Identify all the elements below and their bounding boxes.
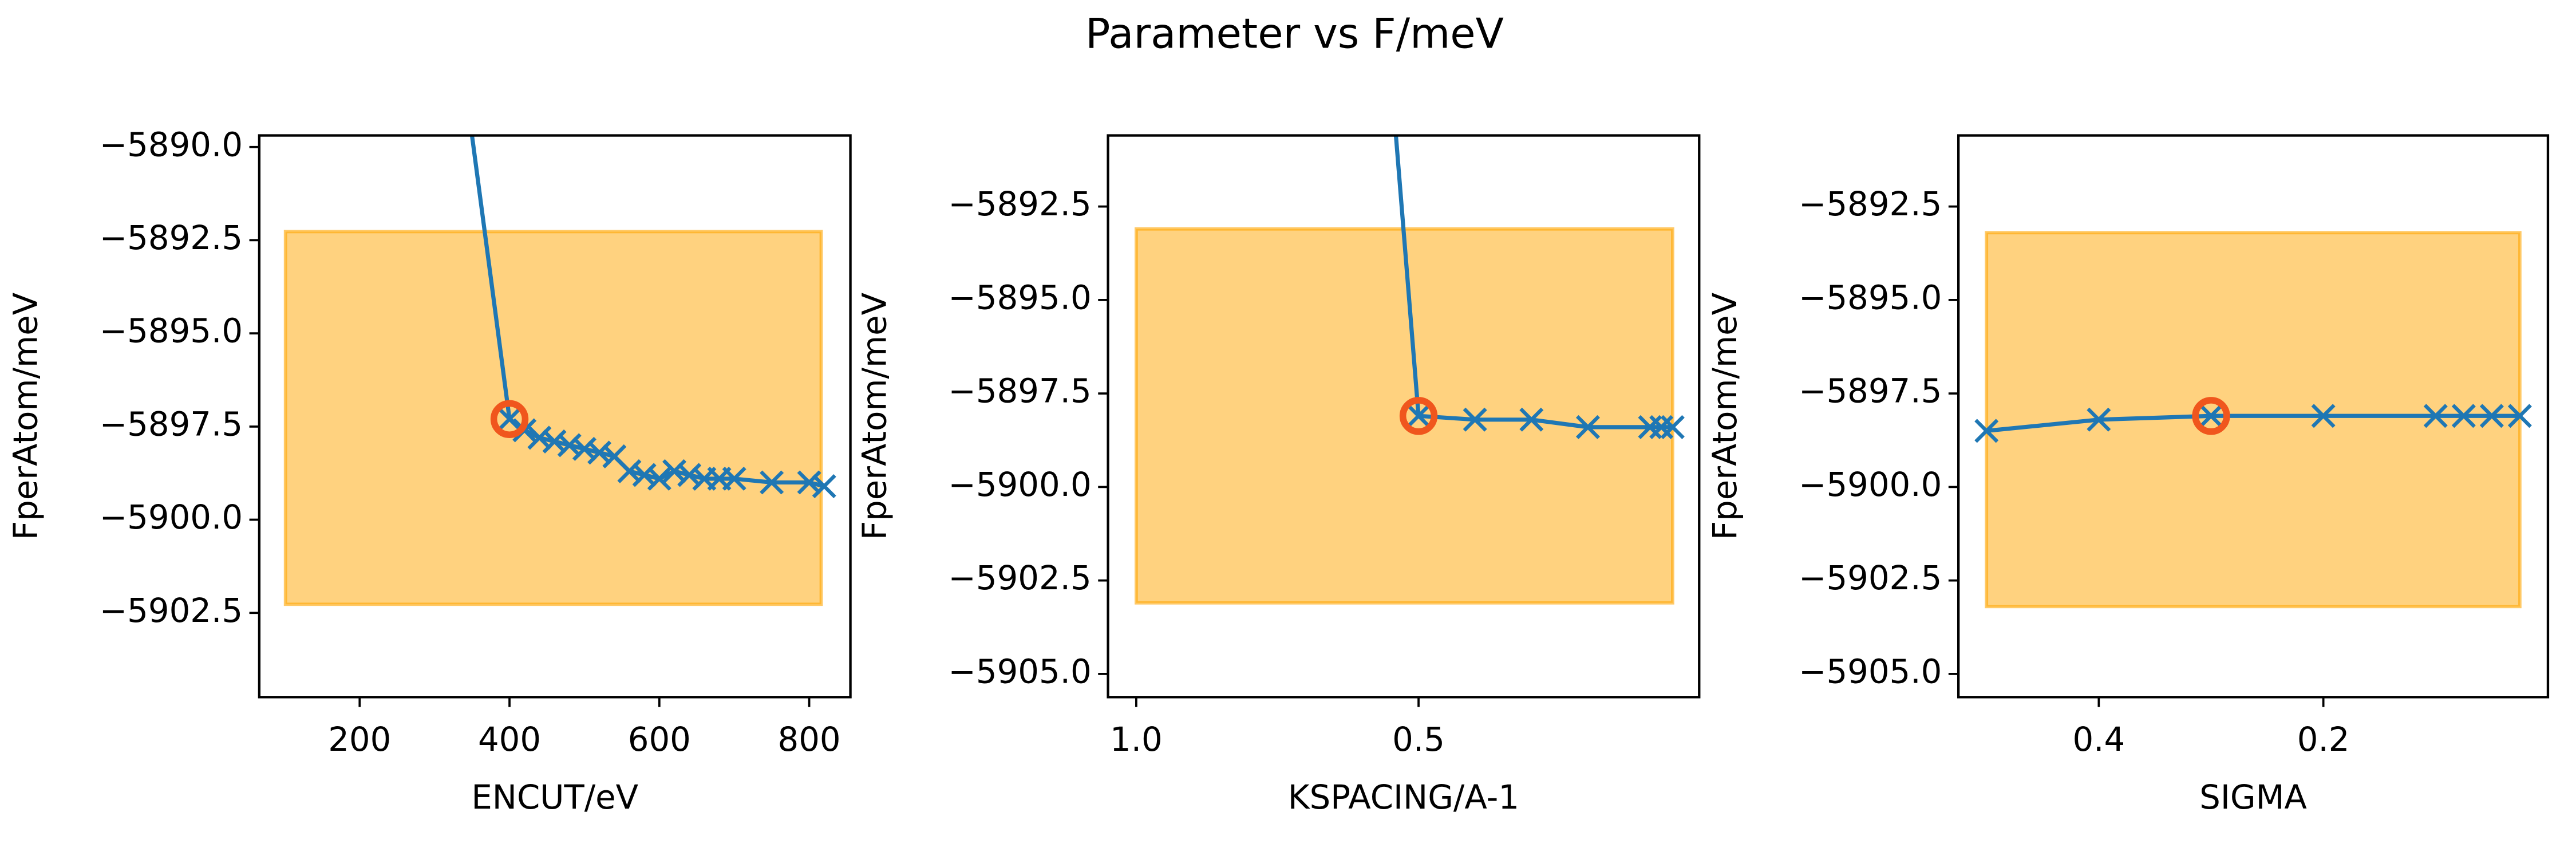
point-marker (812, 474, 836, 498)
point-marker (1519, 407, 1544, 432)
point-marker (2507, 404, 2532, 428)
point-marker (1406, 404, 1431, 428)
series-line (1986, 413, 2520, 433)
y-tick-label: −5892.5 (1799, 184, 1942, 223)
y-tick-label: −5900.0 (100, 498, 243, 537)
point-marker (1638, 415, 1662, 439)
x-tick-label: 0.5 (1392, 720, 1445, 759)
selected-point (490, 400, 529, 438)
plot-area (283, 135, 836, 606)
point-marker (722, 466, 746, 491)
point-marker (557, 433, 582, 458)
y-tick-label: −5900.0 (1799, 465, 1942, 504)
point-marker (1974, 419, 1999, 443)
point-marker (2479, 404, 2504, 428)
plot-area (1135, 135, 1685, 605)
point-marker (527, 425, 552, 450)
point-marker (2087, 407, 2111, 432)
point-marker (2451, 404, 2476, 428)
axes-frame (1957, 134, 2550, 699)
x-tick-label: 0.2 (2297, 720, 2350, 759)
y-tick-label: −5895.0 (1799, 278, 1942, 317)
point-marker (632, 463, 657, 487)
x-axis-label: ENCUT/eV (471, 778, 638, 817)
y-tick-label: −5902.5 (1799, 558, 1942, 597)
x-tick-label: 800 (778, 720, 841, 759)
y-tick-label: −5902.5 (949, 558, 1092, 597)
axes-frame (1107, 134, 1701, 699)
y-axis-label: FperAtom/meV (6, 293, 45, 540)
tolerance-region (283, 230, 823, 606)
y-tick-label: −5902.5 (100, 591, 243, 630)
point-marker (2199, 404, 2223, 428)
point-marker (1575, 415, 1600, 439)
y-tick-label: −5905.0 (949, 652, 1092, 691)
point-marker (1660, 415, 1685, 439)
x-axis-label: KSPACING/A-1 (1288, 778, 1519, 817)
selected-point (2192, 397, 2230, 435)
point-marker (677, 463, 702, 487)
point-marker (1463, 407, 1487, 432)
selected-point (1399, 397, 1438, 435)
y-tick-label: −5897.5 (100, 404, 243, 443)
point-marker (617, 459, 642, 483)
point-marker (1649, 415, 1674, 439)
y-axis-label: FperAtom/meV (855, 293, 894, 540)
point-marker (760, 470, 784, 495)
x-tick-label: 600 (628, 720, 691, 759)
axes-frame (258, 134, 852, 699)
point-marker (2311, 404, 2336, 428)
point-marker (797, 470, 821, 495)
point-marker (2423, 404, 2448, 428)
y-tick-label: −5897.5 (949, 372, 1092, 411)
point-marker (647, 466, 671, 491)
subplot: 0.4 0.2 −5892.5 −5895.0 −5897.5 −5900.0 −5902.… (1705, 134, 2550, 817)
x-axis-label: SIGMA (2199, 778, 2307, 817)
x-tick-label: 1.0 (1110, 720, 1163, 759)
y-axis-label: FperAtom/meV (1705, 293, 1744, 540)
x-tick-label: 400 (478, 720, 541, 759)
y-tick-label: −5890.0 (100, 125, 243, 164)
point-marker (572, 436, 596, 461)
y-tick-label: −5892.5 (100, 218, 243, 257)
y-tick-label: −5895.0 (949, 278, 1092, 317)
figure-title: Parameter vs F/meV (1085, 10, 1504, 58)
x-tick-label: 200 (328, 720, 391, 759)
y-tick-label: −5895.0 (100, 312, 243, 350)
x-tick-label: 0.4 (2072, 720, 2125, 759)
y-tick-label: −5905.0 (1799, 652, 1942, 691)
point-marker (662, 459, 686, 483)
plot-area (1974, 231, 2532, 609)
subplot: 1.0 0.5 −5892.5 −5895.0 −5897.5 −5900.0 −5902.… (855, 134, 1701, 817)
point-marker (587, 440, 612, 465)
point-marker (497, 407, 522, 431)
point-marker (542, 429, 567, 454)
y-tick-label: −5897.5 (1799, 372, 1942, 411)
subplot: 200 400 600 800 −5890.0 −5892.5 −5895.0 −5897.5… (6, 125, 852, 817)
y-tick-label: −5892.5 (949, 184, 1092, 223)
y-tick-label: −5900.0 (949, 465, 1092, 504)
